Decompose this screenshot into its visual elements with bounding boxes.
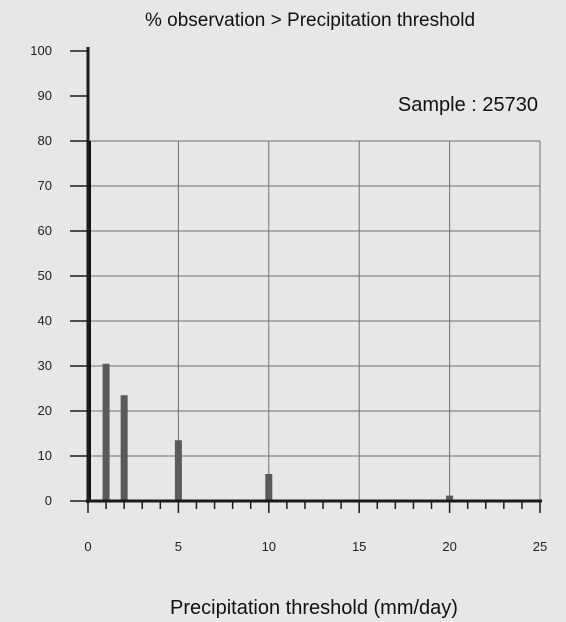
y-tick-label-40: 40 [38,313,52,328]
bar-x-10 [265,474,273,501]
x-tick-label-20: 20 [442,539,456,554]
x-tick-label-5: 5 [175,539,182,554]
axes [70,47,542,513]
y-tick-label-100: 100 [30,43,52,58]
y-tick-label-90: 90 [38,88,52,103]
x-tick-label-15: 15 [352,539,366,554]
bar-x-2 [120,395,128,501]
grid-lines [88,140,541,501]
y-tick-label-30: 30 [38,358,52,373]
x-tick-label-10: 10 [262,539,276,554]
bar-x-5 [174,440,182,501]
x-tick-label-25: 25 [533,539,547,554]
x-axis-label: Precipitation threshold (mm/day) [170,597,458,619]
y-tick-label-70: 70 [38,178,52,193]
y-tick-label-60: 60 [38,223,52,238]
y-tick-label-50: 50 [38,268,52,283]
chart-title: % observation > Precipitation threshold [145,10,475,31]
bar-x-20 [446,495,454,501]
tick-labels: 0 10 20 30 40 50 60 70 80 90 100 0 5 10 15 20 25 [30,43,547,554]
y-tick-label-80: 80 [38,133,52,148]
x-tick-label-0: 0 [84,539,91,554]
sample-annotation: Sample : 25730 [398,94,538,116]
y-tick-label-20: 20 [38,403,52,418]
bar-x-1 [102,363,110,501]
y-tick-label-10: 10 [38,448,52,463]
y-tick-label-0: 0 [45,493,52,508]
